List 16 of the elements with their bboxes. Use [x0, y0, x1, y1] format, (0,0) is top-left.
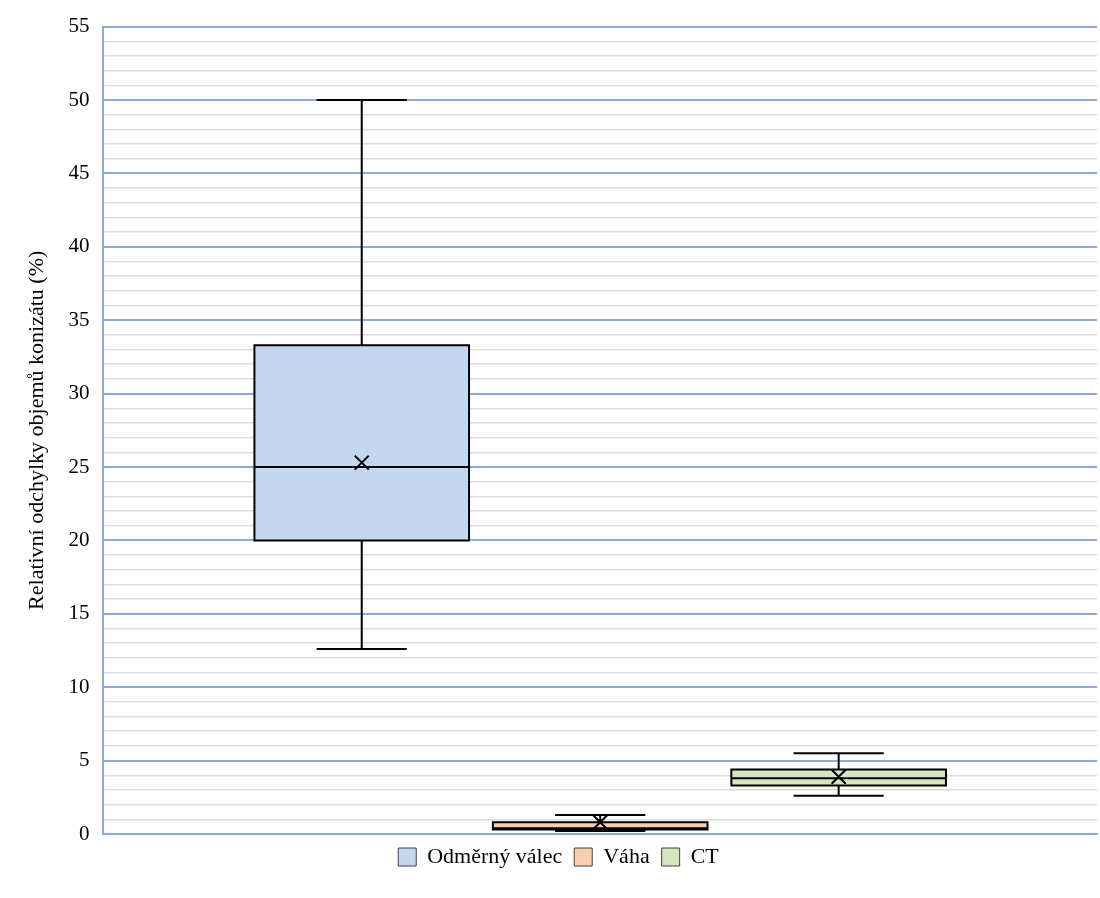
legend-label: Odměrný válec [427, 842, 563, 868]
y-tick-label: 15 [68, 600, 90, 625]
y-tick-label: 10 [68, 673, 90, 698]
y-tick-label: 20 [68, 526, 90, 551]
y-tick-label: 25 [68, 453, 90, 478]
y-tick-label: 30 [68, 380, 90, 405]
y-axis-title: Relativní odchylky objemů konizátu (%) [22, 250, 48, 610]
y-tick-label: 35 [68, 306, 90, 331]
y-tick-label: 0 [78, 820, 90, 845]
y-tick-label: 40 [68, 233, 90, 258]
y-tick-label: 50 [68, 86, 90, 111]
legend-label: CT [690, 842, 720, 868]
y-tick-label: 55 [68, 13, 90, 38]
y-tick-label: 45 [68, 159, 90, 184]
y-tick-label: 5 [78, 747, 90, 772]
legend-label: Váha [603, 842, 650, 868]
